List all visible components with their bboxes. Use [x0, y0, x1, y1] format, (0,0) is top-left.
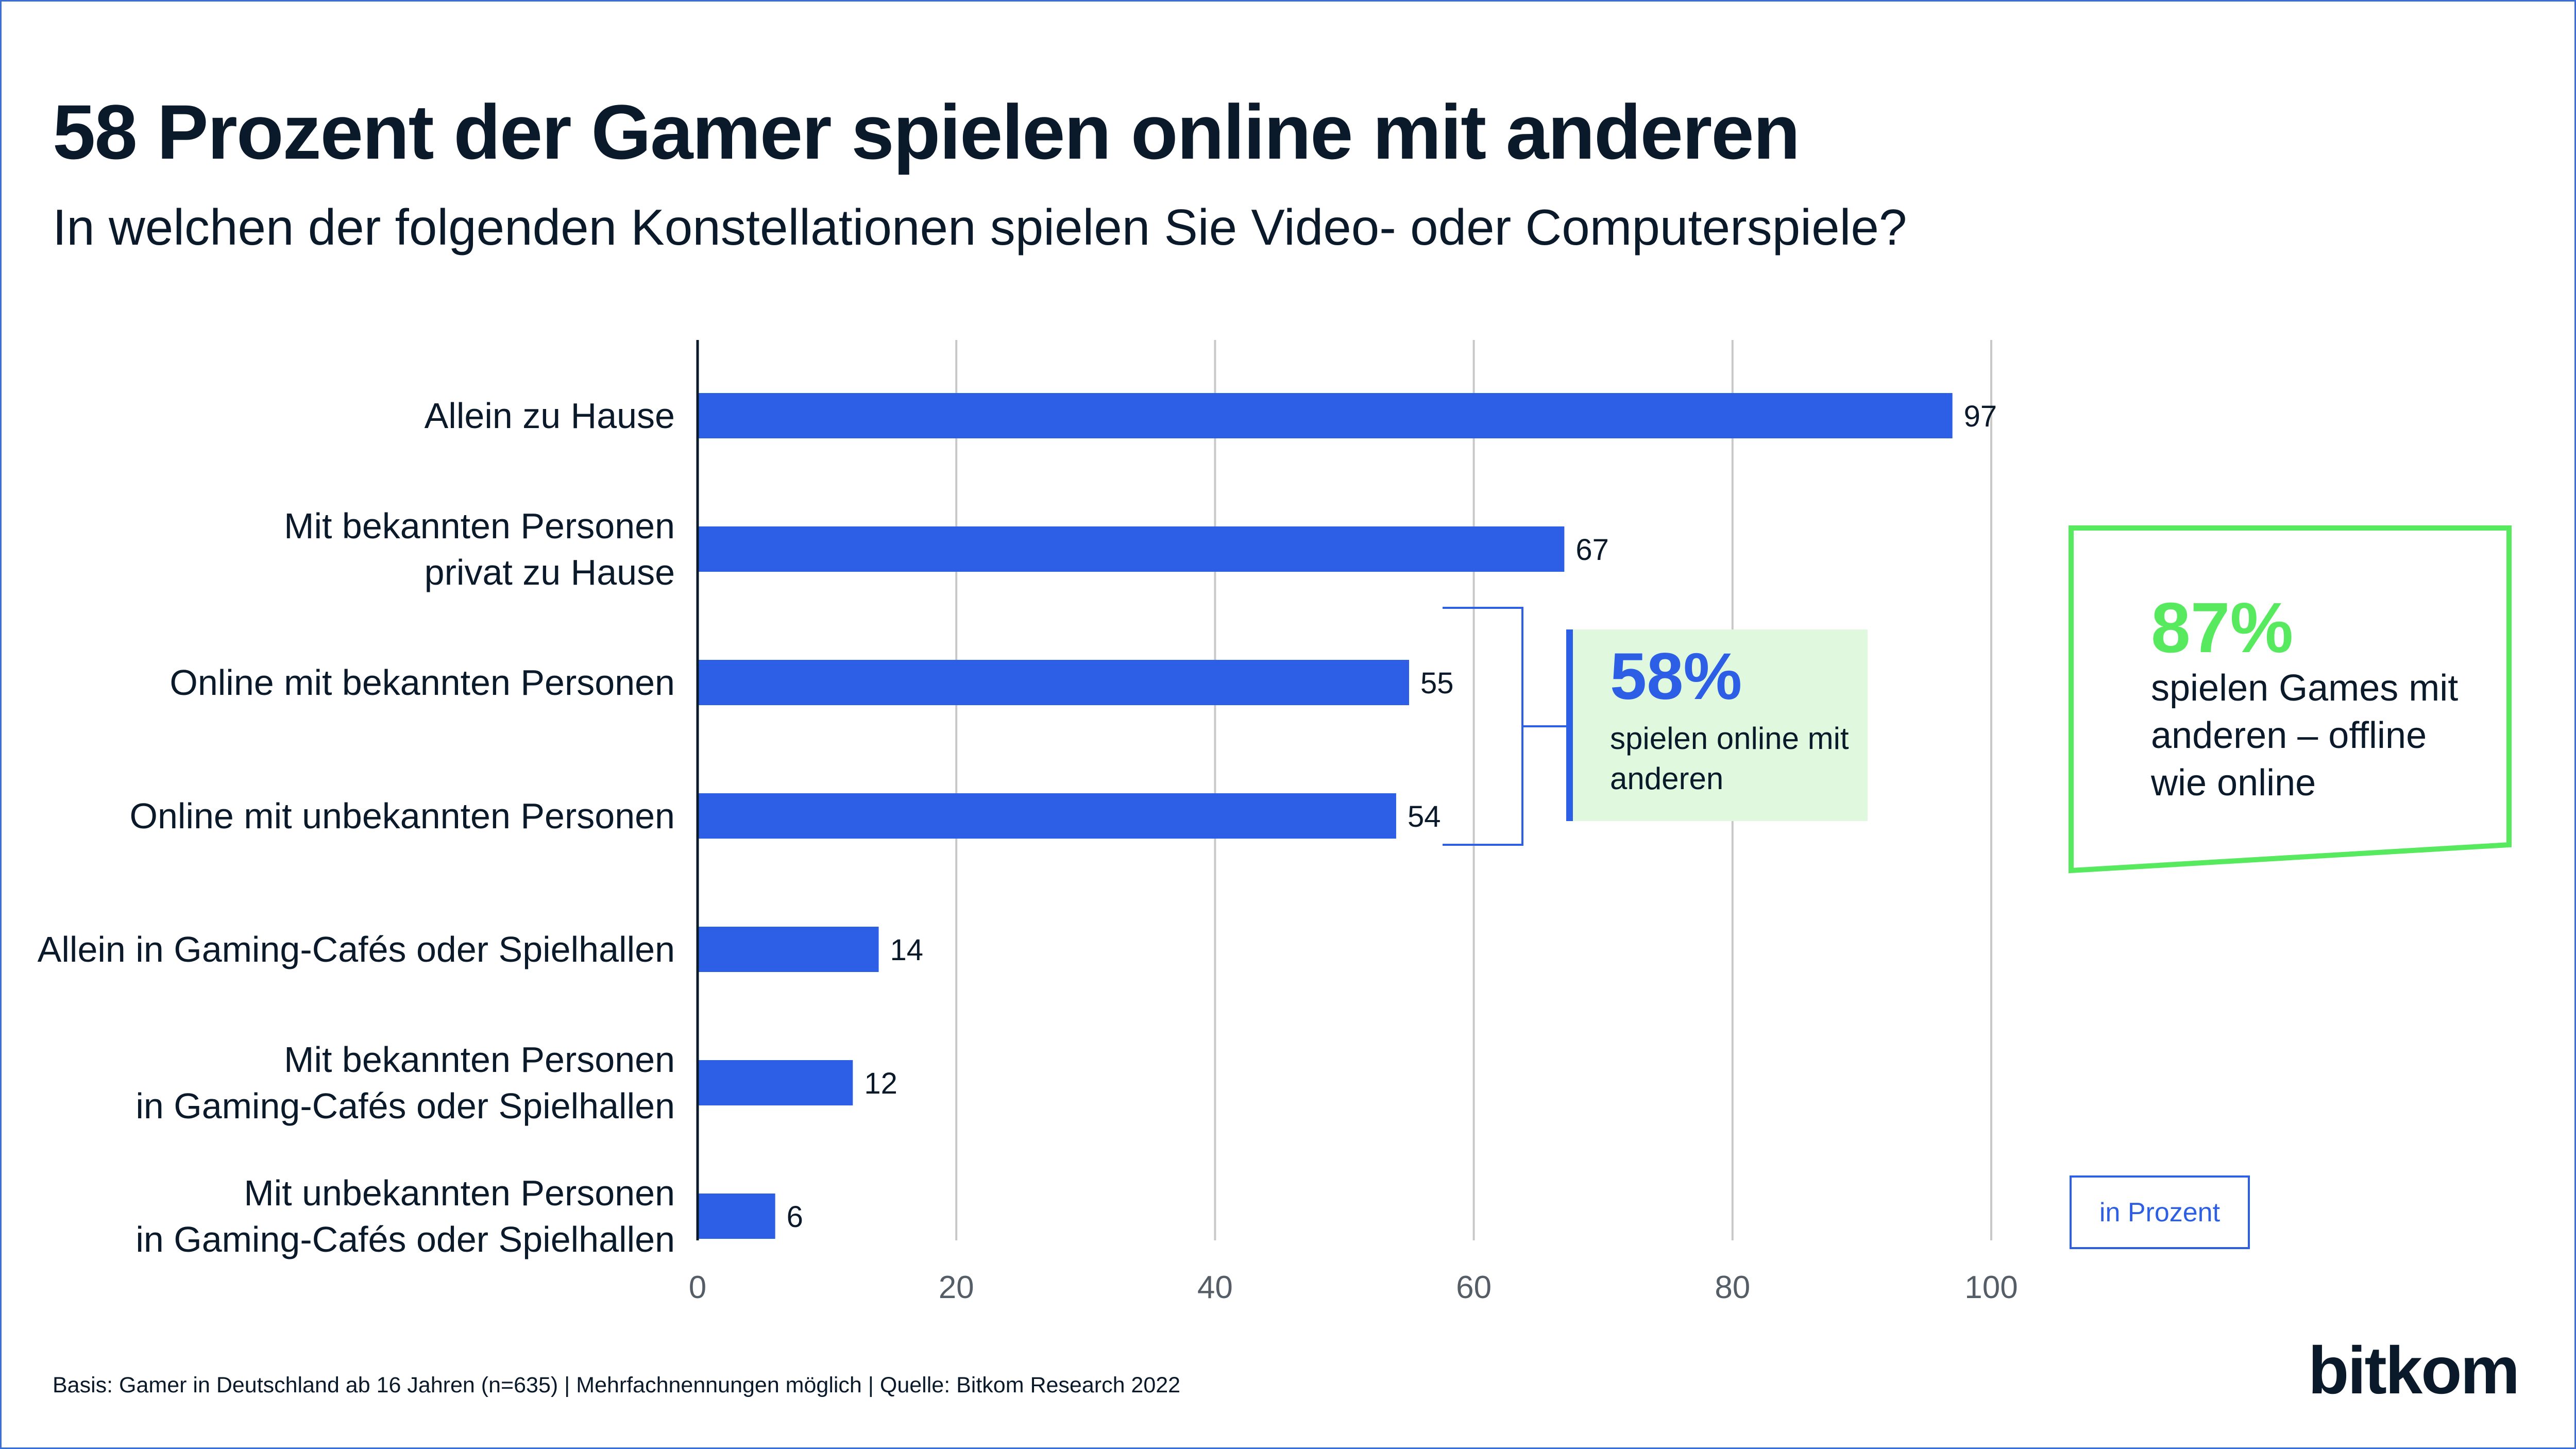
tick-label-100: 100: [1964, 1270, 2018, 1305]
value-labels: 97 67 55 54 14 12 6: [787, 400, 1997, 1234]
bar-6: [698, 1194, 775, 1239]
online-callout-accent: [1566, 629, 1573, 821]
category-label-5: Mit bekannten Personen in Gaming-Cafés od…: [135, 1039, 675, 1126]
value-label-1: 67: [1575, 533, 1609, 567]
online-bracket: [1443, 607, 1566, 846]
bar-0: [698, 393, 1953, 438]
category-labels: Allein zu Hause Mit bekannten Personen pri…: [38, 396, 675, 1259]
tick-label-60: 60: [1456, 1270, 1492, 1305]
bar-3: [698, 793, 1396, 839]
category-label-4: Allein in Gaming-Cafés oder Spielhallen: [38, 929, 675, 969]
footnote: Basis: Gamer in Deutschland ab 16 Jahren…: [53, 1373, 1181, 1397]
category-label-2: Online mit bekannten Personen: [170, 662, 675, 703]
category-label-0: Allein zu Hause: [425, 396, 675, 436]
category-label-1: Mit bekannten Personen privat zu Hause: [284, 506, 675, 592]
tick-label-20: 20: [939, 1270, 974, 1305]
total-callout-percent: 87%: [2151, 588, 2294, 668]
tick-labels: 0 20 40 60 80 100: [689, 1270, 2018, 1305]
bitkom-logo: bitkom: [2308, 1333, 2520, 1408]
tick-label-0: 0: [689, 1270, 706, 1305]
bars: [698, 393, 1953, 1239]
bar-5: [698, 1060, 853, 1105]
bar-2: [698, 660, 1410, 705]
gridlines: [955, 340, 1992, 1240]
chart-title: 58 Prozent der Gamer spielen online mit …: [53, 89, 1800, 175]
bar-4: [698, 927, 879, 972]
tick-label-80: 80: [1715, 1270, 1750, 1305]
value-label-5: 12: [864, 1067, 897, 1100]
chart-subtitle: In welchen der folgenden Konstellationen…: [53, 199, 1907, 255]
value-label-3: 54: [1408, 800, 1441, 833]
value-label-0: 97: [1964, 400, 1997, 433]
bar-1: [698, 526, 1565, 572]
tick-label-40: 40: [1197, 1270, 1233, 1305]
online-callout-percent: 58%: [1610, 640, 1742, 713]
value-label-6: 6: [787, 1200, 803, 1234]
online-callout: [1566, 629, 1868, 821]
total-callout-frame: [2069, 525, 2512, 874]
unit-badge: in Prozent: [2070, 1175, 2250, 1249]
value-label-4: 14: [890, 933, 924, 967]
value-label-2: 55: [1420, 667, 1454, 700]
category-label-6: Mit unbekannten Personen in Gaming-Cafés …: [135, 1173, 675, 1259]
category-label-3: Online mit unbekannten Personen: [130, 796, 675, 836]
total-callout-text: spielen Games mit anderen – offline wie …: [2151, 668, 2459, 804]
online-callout-text: spielen online mit anderen: [1610, 721, 1849, 796]
